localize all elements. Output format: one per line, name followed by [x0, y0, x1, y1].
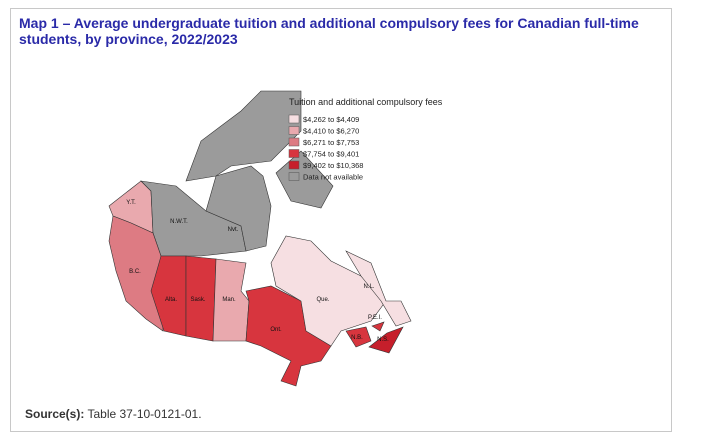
- province: [345, 326, 372, 348]
- legend-swatch: [288, 137, 300, 147]
- province-label: Nvt.: [228, 227, 239, 233]
- province-label: Sask.: [190, 297, 205, 303]
- legend-title: Tuition and additional compulsory fees: [289, 97, 443, 107]
- province-label: N.S.: [377, 337, 389, 343]
- legend-swatch: [288, 149, 300, 158]
- legend-label: $7,754 to $9,401: [303, 150, 359, 159]
- figure: Map 1 – Average undergraduate tuition an…: [10, 8, 672, 432]
- legend-swatch: [288, 126, 300, 135]
- province: [345, 250, 412, 327]
- province-label: Que.: [316, 297, 329, 303]
- province-label: N.B.: [351, 335, 363, 341]
- legend-label: $4,262 to $4,409: [303, 115, 359, 124]
- legend-label: Data not available: [303, 173, 363, 182]
- province-label: Y.T.: [126, 200, 136, 206]
- province: [140, 180, 247, 257]
- province-label: B.C.: [129, 269, 141, 275]
- province: [108, 215, 164, 332]
- province: [371, 321, 385, 332]
- legend-label: $4,410 to $6,270: [303, 127, 359, 136]
- legend-swatch: [288, 160, 300, 170]
- province-label: N.W.T.: [170, 219, 188, 225]
- map-title: Map 1 – Average undergraduate tuition an…: [19, 15, 639, 47]
- province: [368, 326, 404, 354]
- legend-swatch: [288, 114, 300, 124]
- province-label: Ont.: [270, 327, 282, 333]
- province: [270, 235, 387, 347]
- province-label: P.E.I.: [368, 315, 382, 321]
- province: [205, 165, 272, 252]
- legend-label: $9,402 to $10,368: [303, 161, 363, 170]
- province-label: Man.: [222, 297, 236, 303]
- legend-swatch: [288, 172, 300, 181]
- source: Source(s): Table 37-10-0121-01.: [25, 407, 202, 421]
- province: [185, 90, 302, 182]
- province-label: N.L.: [363, 284, 374, 290]
- province-label: Alta.: [165, 297, 177, 303]
- map: Y.T. N.W.T. Nvt. B.C. Alta. Sask. Man. Ont. Que.…: [108, 90, 443, 387]
- source-label: Source(s):: [25, 407, 85, 421]
- source-text: Table 37-10-0121-01.: [87, 407, 202, 421]
- legend-label: $6,271 to $7,753: [303, 138, 359, 147]
- province: [150, 255, 187, 337]
